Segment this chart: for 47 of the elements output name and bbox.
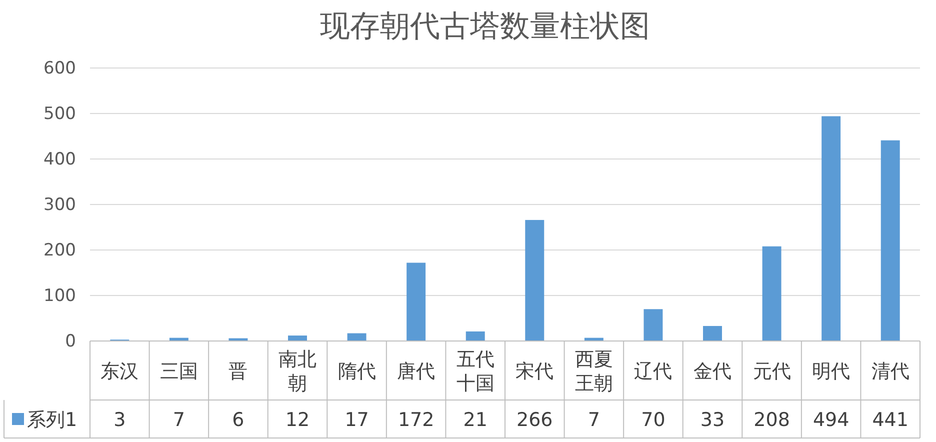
- data-label: 70: [641, 409, 666, 431]
- bar: [466, 331, 485, 341]
- chart-title: 现存朝代古塔数量柱状图: [320, 9, 650, 44]
- x-tick-label: 元代: [752, 360, 791, 382]
- x-tick-label: 五代十国: [456, 348, 494, 394]
- data-label: 494: [812, 409, 850, 431]
- data-label: 172: [398, 409, 434, 431]
- data-label: 12: [285, 409, 310, 431]
- bar: [822, 116, 841, 341]
- x-tick-label: 明代: [812, 360, 850, 382]
- y-tick-label: 0: [65, 331, 76, 352]
- bar: [525, 220, 544, 341]
- x-tick-label: 隋代: [338, 360, 376, 382]
- data-label: 17: [344, 409, 369, 431]
- y-tick-label: 600: [44, 58, 76, 78]
- bar: [644, 309, 663, 341]
- bar: [347, 333, 366, 341]
- x-tick-label: 清代: [871, 360, 910, 382]
- x-tick-label: 晋: [228, 360, 248, 382]
- y-tick-label: 300: [44, 194, 76, 215]
- data-label: 21: [463, 409, 488, 431]
- bar: [406, 262, 426, 341]
- x-tick-label: 宋代: [516, 360, 554, 382]
- data-label: 7: [588, 409, 600, 431]
- data-label: 6: [232, 409, 244, 431]
- bar: [288, 336, 307, 341]
- bar: [703, 326, 722, 341]
- data-label: 3: [114, 409, 126, 431]
- x-tick-label: 东汉: [100, 360, 139, 382]
- bar: [762, 246, 782, 341]
- y-tick-label: 500: [44, 104, 76, 124]
- data-label: 266: [516, 409, 553, 431]
- x-tick-label: 南北朝: [278, 348, 316, 394]
- data-label: 7: [172, 409, 185, 431]
- x-tick-label: 金代: [694, 360, 732, 382]
- x-tick-label: 西夏王朝: [574, 348, 613, 394]
- bar: [880, 140, 900, 341]
- legend-label: 系列1: [27, 409, 78, 431]
- x-tick-label: 三国: [160, 360, 198, 382]
- y-tick-label: 400: [44, 149, 76, 170]
- y-tick-label: 200: [44, 240, 76, 260]
- y-tick-label: 100: [44, 286, 76, 306]
- x-tick-label: 唐代: [397, 360, 436, 382]
- x-tick-label: 辽代: [634, 360, 672, 382]
- data-label: 441: [872, 409, 908, 431]
- data-label: 33: [700, 409, 725, 431]
- data-label: 208: [754, 409, 790, 431]
